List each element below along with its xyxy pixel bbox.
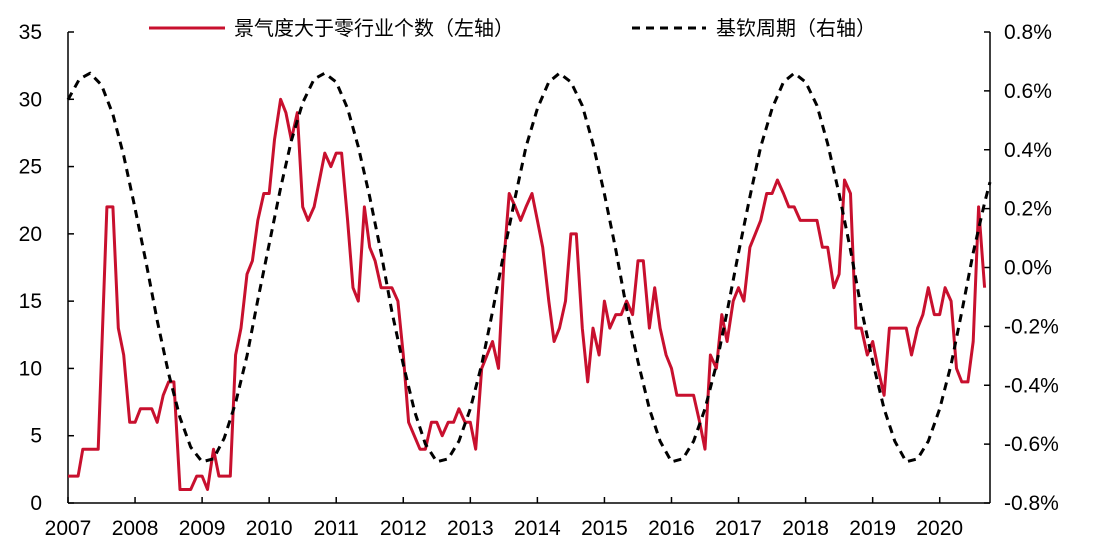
x-tick-label: 2011 (314, 517, 359, 540)
left-y-tick-label: 35 (19, 21, 42, 44)
x-tick-label: 2013 (447, 517, 494, 540)
right-y-tick-label: -0.4% (1004, 374, 1059, 397)
series-line-kitchin-cycle (66, 71, 992, 464)
left-y-tick-label: 15 (19, 290, 42, 313)
right-y-tick-label: 0.0% (1004, 257, 1052, 280)
x-tick-label: 2016 (648, 517, 695, 540)
right-y-tick-label: -0.6% (1004, 433, 1059, 456)
x-tick-label: 2019 (849, 517, 896, 540)
right-y-tick-label: 0.8% (1004, 21, 1052, 44)
left-y-tick-label: 25 (19, 156, 42, 179)
right-y-tick-label: 0.2% (1004, 198, 1052, 221)
right-y-tick-label: 0.4% (1004, 139, 1052, 162)
right-y-tick-label: -0.2% (1004, 315, 1059, 338)
x-tick-label: 2008 (112, 517, 159, 540)
series-layer (66, 71, 992, 491)
legend: 景气度大于零行业个数（左轴） 基钦周期（右轴） (149, 16, 876, 40)
x-tick-label: 2012 (380, 517, 427, 540)
left-y-tick-label: 0 (30, 492, 42, 515)
legend-label-left-series: 景气度大于零行业个数（左轴） (234, 16, 514, 40)
left-y-tick-label: 5 (30, 425, 42, 448)
x-tick-label: 2017 (715, 517, 762, 540)
right-y-tick-label: 0.6% (1004, 80, 1052, 103)
x-tick-label: 2014 (514, 517, 561, 540)
left-y-tick-label: 30 (19, 88, 42, 111)
left-y-tick-label: 10 (19, 357, 42, 380)
x-tick-label: 2007 (45, 517, 92, 540)
legend-label-right-series: 基钦周期（右轴） (716, 16, 876, 40)
x-tick-label: 2020 (916, 517, 963, 540)
x-tick-label: 2015 (581, 517, 628, 540)
x-tick-label: 2010 (246, 517, 293, 540)
x-tick-label: 2018 (782, 517, 829, 540)
right-y-tick-label: -0.8% (1004, 492, 1059, 515)
series-line-industry-count (68, 97, 987, 491)
axes: 0 5 10 15 20 25 30 35 -0.8% -0.6% -0.4% -0.2% 0.0% 0.… (19, 21, 1059, 540)
x-tick-label: 2009 (179, 517, 226, 540)
left-y-tick-label: 20 (19, 223, 42, 246)
